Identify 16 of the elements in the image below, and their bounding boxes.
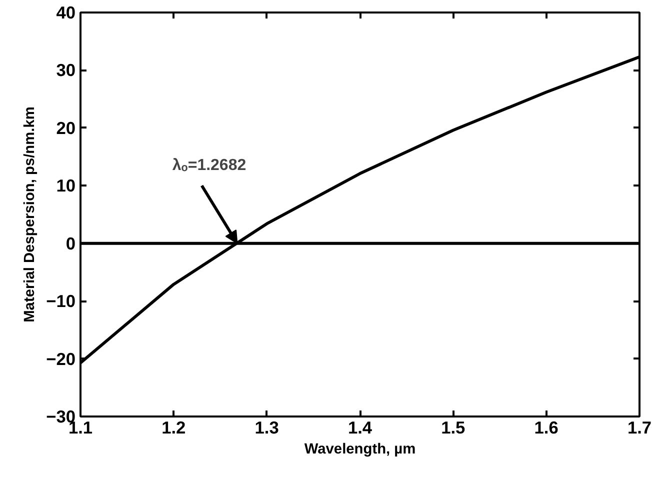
y-tick-label: 20 [56,118,76,138]
x-tick-label: 1.4 [348,418,372,438]
x-tick-label: 1.7 [627,418,652,438]
y-axis-title: Material Despersion, ps/nm.km [22,106,38,322]
x-tick-label: 1.5 [441,418,466,438]
y-tick-label: 40 [56,2,76,22]
y-tick-label: 10 [56,176,76,196]
y-tick-label: 30 [56,60,76,80]
y-tick-label: 0 [66,233,76,254]
x-tick-label: 1.6 [534,418,559,438]
x-axis-title: Wavelength, µm [304,442,416,458]
x-tick-label: 1.2 [162,418,186,438]
annotation: λₒ=1.2682 [172,157,246,174]
y-tick-label: −20 [46,348,76,369]
y-tick-label: −10 [46,291,76,312]
x-tick-label: 1.3 [254,418,280,438]
